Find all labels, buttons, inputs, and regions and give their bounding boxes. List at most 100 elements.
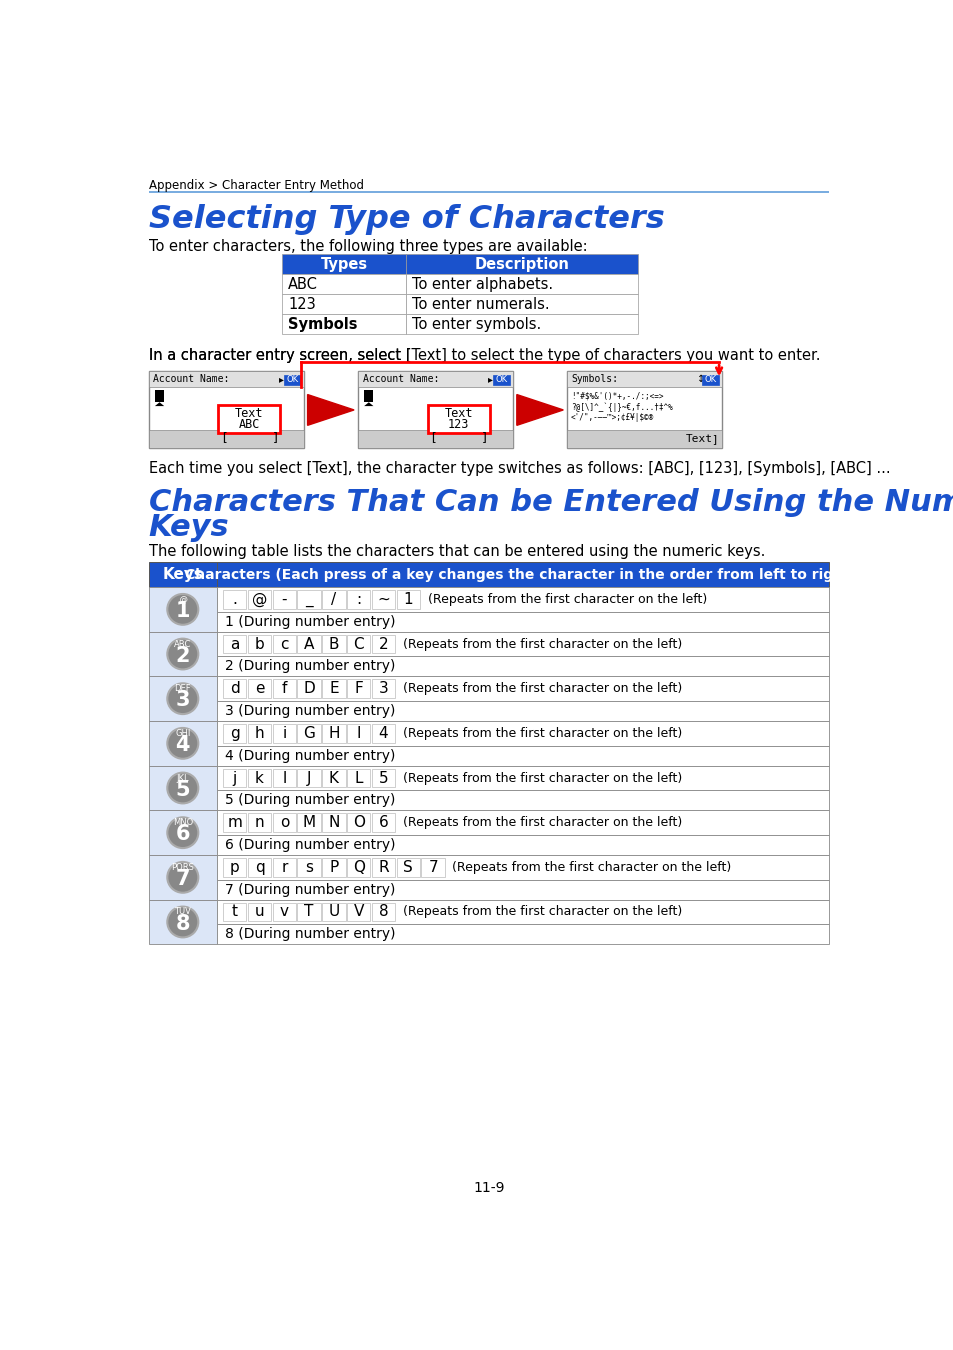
Text: l: l (282, 771, 286, 786)
Text: u: u (254, 904, 264, 919)
Text: Types: Types (320, 256, 367, 271)
Bar (149, 855, 216, 899)
Bar (282, 254, 406, 274)
Text: In a character entry screen, select [: In a character entry screen, select [ (149, 348, 411, 363)
Text: 5 (During number entry): 5 (During number entry) (224, 794, 395, 807)
Text: 4: 4 (378, 726, 388, 741)
Bar (372, 634, 395, 653)
Bar (216, 612, 828, 632)
Text: Keys: Keys (149, 513, 229, 543)
Bar (567, 371, 721, 448)
Text: [: [ (429, 432, 436, 444)
Bar (396, 590, 419, 609)
Circle shape (167, 683, 198, 714)
Bar (406, 254, 638, 274)
Bar (216, 836, 828, 855)
Text: Characters (Each press of a key changes the character in the order from left to : Characters (Each press of a key changes … (185, 568, 861, 582)
Text: TUV: TUV (174, 907, 191, 917)
Circle shape (167, 817, 198, 848)
Text: T: T (304, 904, 314, 919)
Text: 8: 8 (175, 914, 190, 934)
Bar (149, 371, 303, 448)
Text: k: k (254, 771, 264, 786)
Bar (216, 855, 828, 880)
Bar (149, 587, 216, 632)
Text: 6: 6 (378, 815, 388, 830)
Circle shape (167, 772, 198, 803)
Bar (149, 192, 828, 193)
Text: Account Name:: Account Name: (362, 374, 438, 385)
Text: Appendix > Character Entry Method: Appendix > Character Entry Method (149, 180, 363, 192)
Bar (347, 679, 370, 698)
Text: L: L (355, 771, 362, 786)
Text: MNO: MNO (172, 818, 193, 828)
Circle shape (167, 907, 198, 937)
Text: Each time you select [Text], the character type switches as follows: [ABC], [123: Each time you select [Text], the charact… (149, 460, 889, 475)
Text: OK: OK (703, 375, 716, 383)
Text: PQRS: PQRS (172, 863, 194, 872)
Bar (149, 676, 216, 721)
Text: To enter alphabets.: To enter alphabets. (412, 277, 553, 292)
Text: ▸: ▸ (278, 374, 283, 385)
Text: ?@[\]^_`{|}~€,f...†‡^%: ?@[\]^_`{|}~€,f...†‡^% (571, 402, 672, 412)
Text: 8 (During number entry): 8 (During number entry) (224, 927, 395, 941)
Text: d: d (230, 682, 239, 697)
Bar (216, 721, 828, 745)
Text: ▸: ▸ (488, 374, 493, 385)
Bar (149, 632, 216, 676)
Text: (Repeats from the first character on the left): (Repeats from the first character on the… (402, 906, 681, 918)
Text: The following table lists the characters that can be entered using the numeric k: The following table lists the characters… (149, 544, 764, 559)
Text: b: b (254, 636, 264, 652)
Text: 1: 1 (175, 601, 190, 621)
Text: (Repeats from the first character on the left): (Repeats from the first character on the… (402, 726, 681, 740)
Text: 2: 2 (175, 645, 190, 666)
Text: 6 (During number entry): 6 (During number entry) (224, 838, 395, 852)
Text: 4 (During number entry): 4 (During number entry) (224, 749, 395, 763)
Text: P: P (329, 860, 338, 875)
Text: U: U (328, 904, 339, 919)
Text: Q: Q (353, 860, 364, 875)
Bar (322, 859, 345, 876)
Text: a: a (230, 636, 239, 652)
Bar (283, 374, 300, 385)
Text: 7: 7 (428, 860, 437, 875)
Bar (297, 903, 320, 921)
Bar (273, 814, 295, 832)
Bar (372, 903, 395, 921)
Bar (223, 590, 246, 609)
Bar (223, 814, 246, 832)
Bar (406, 274, 638, 294)
Text: 123: 123 (288, 297, 315, 312)
Text: 4: 4 (175, 734, 190, 755)
Text: 5: 5 (378, 771, 388, 786)
Text: (Repeats from the first character on the left): (Repeats from the first character on the… (402, 771, 681, 784)
Text: v: v (279, 904, 289, 919)
Circle shape (167, 594, 198, 625)
Bar (216, 745, 828, 765)
Text: m: m (227, 815, 242, 830)
Text: i: i (282, 726, 286, 741)
Text: t: t (232, 904, 237, 919)
Text: 7 (During number entry): 7 (During number entry) (224, 883, 395, 896)
Bar (273, 903, 295, 921)
Text: M: M (302, 815, 315, 830)
Bar (223, 903, 246, 921)
Bar (322, 724, 345, 742)
Bar (248, 903, 271, 921)
Text: OK: OK (286, 375, 298, 383)
Bar (364, 390, 373, 402)
Text: g: g (230, 726, 239, 741)
Text: S: S (403, 860, 413, 875)
Bar (216, 701, 828, 721)
Bar (322, 768, 345, 787)
Text: :: : (355, 591, 361, 608)
Bar (149, 810, 216, 855)
Text: r: r (281, 860, 287, 875)
Bar (248, 590, 271, 609)
Text: I: I (356, 726, 360, 741)
Text: 3: 3 (175, 690, 190, 710)
Polygon shape (517, 394, 562, 425)
Bar (372, 724, 395, 742)
Text: ABC: ABC (288, 277, 317, 292)
Text: ABC: ABC (238, 418, 260, 431)
